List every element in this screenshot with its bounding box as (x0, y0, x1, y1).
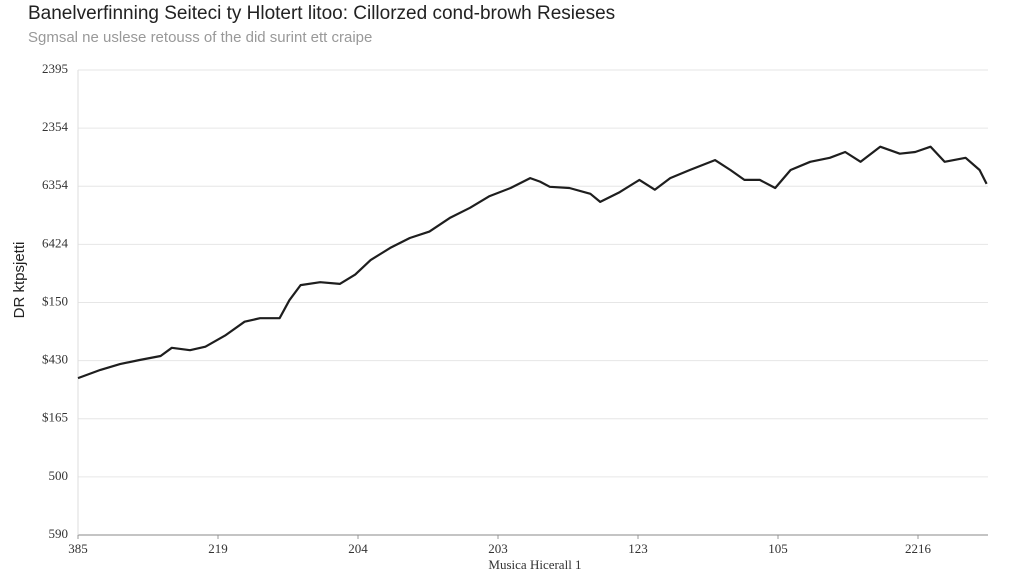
y-tick-label: 2395 (42, 61, 68, 76)
x-tick-label: 219 (208, 541, 228, 556)
x-tick-label: 105 (768, 541, 788, 556)
y-tick-label: $150 (42, 293, 68, 308)
line (77, 145, 988, 380)
x-tick-label: 123 (628, 541, 648, 556)
chart-subtitle: Sgmsal ne uslese retouss of the did suri… (28, 29, 372, 46)
y-tick-label: 500 (49, 468, 69, 483)
x-tick-label: 203 (488, 541, 508, 556)
y-axis-label: DR ktpsjetti (11, 242, 28, 319)
x-tick-label: 385 (68, 541, 88, 556)
y-tick-label: $430 (42, 352, 68, 367)
y-tick-label: 6354 (42, 177, 69, 192)
y-tick-label: 2354 (42, 119, 69, 134)
x-tick-label: 2216 (905, 541, 932, 556)
y-tick-label: $165 (42, 410, 68, 425)
y-tick-label: 6424 (42, 235, 69, 250)
y-tick-label: 590 (49, 526, 69, 541)
chart-title: Banelverfinning Seiteci ty Hlotert litoo… (28, 3, 615, 24)
x-axis-label: Musica Hicerall 1 (488, 557, 581, 572)
x-tick-label: 204 (348, 541, 368, 556)
